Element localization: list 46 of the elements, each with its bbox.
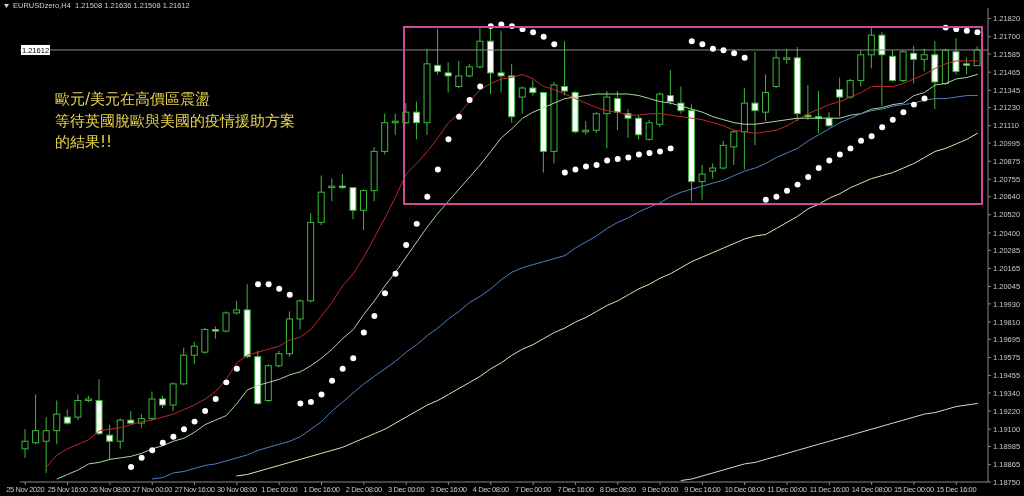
candlestick	[21, 428, 29, 459]
candlestick	[592, 111, 600, 134]
candlestick	[360, 188, 368, 231]
line-series	[236, 132, 978, 477]
candlestick	[328, 178, 336, 202]
annotation: 歐元/美元在高價區震盪	[55, 90, 211, 109]
candlestick	[878, 31, 886, 107]
candlestick	[412, 101, 420, 140]
candlestick	[106, 424, 114, 460]
candlestick	[836, 76, 844, 118]
candlestick	[32, 393, 40, 445]
candlestick	[444, 61, 452, 94]
candlestick	[613, 90, 621, 131]
candlestick	[825, 111, 833, 128]
candlestick	[53, 399, 61, 445]
candlestick	[846, 78, 854, 100]
candlestick	[666, 69, 674, 106]
candlestick	[677, 86, 685, 115]
candlestick	[645, 119, 653, 142]
candlestick	[349, 187, 357, 220]
candlestick	[635, 114, 643, 140]
candlestick	[74, 393, 82, 421]
candlestick	[169, 381, 177, 412]
candlestick	[222, 310, 230, 334]
annotation: 的結果!!	[55, 133, 113, 152]
candlestick	[952, 37, 960, 75]
candlestick	[42, 416, 50, 474]
candlestick	[730, 129, 738, 166]
candlestick	[455, 60, 463, 89]
candlestick	[603, 90, 611, 149]
candlestick	[190, 341, 198, 365]
candlestick	[116, 418, 124, 450]
annotation: 等待英國脫歐與美國的疫情援助方案	[55, 111, 295, 131]
candlestick	[434, 28, 442, 75]
candlestick	[148, 390, 156, 421]
candlestick	[719, 140, 727, 171]
candlestick	[698, 164, 706, 201]
candlestick	[296, 298, 304, 331]
candlestick	[561, 40, 569, 97]
candlestick	[201, 327, 209, 355]
candlestick	[518, 86, 526, 115]
candlestick	[497, 30, 505, 94]
candlestick	[762, 73, 770, 122]
line-series	[680, 403, 978, 481]
candlestick	[910, 45, 918, 84]
candlestick	[751, 51, 759, 146]
